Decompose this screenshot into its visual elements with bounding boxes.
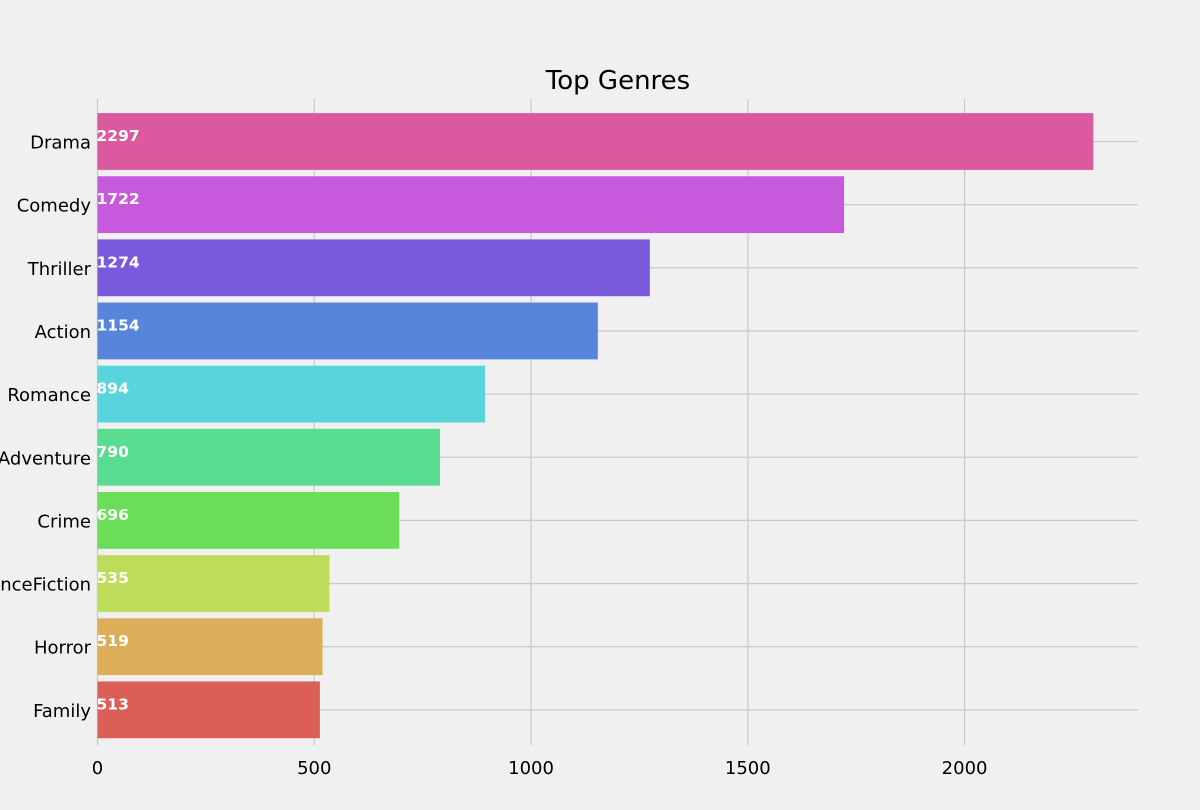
- y-tick-label: Action: [35, 322, 91, 343]
- bar-adventure: [97, 428, 440, 486]
- bars: [97, 113, 1094, 739]
- y-tick-label: Romance: [7, 385, 91, 406]
- bar-comedy: [97, 176, 845, 234]
- x-tick-label: 2000: [942, 758, 988, 779]
- bar-sciencefiction: [97, 555, 330, 612]
- chart-title: Top Genres: [545, 66, 690, 96]
- data-label: 519: [97, 632, 129, 650]
- y-tick-label: ScienceFiction: [0, 575, 91, 596]
- data-label: 790: [97, 443, 130, 461]
- y-tick-label: Adventure: [0, 448, 91, 469]
- y-tick-label: Family: [33, 701, 91, 722]
- data-label: 513: [97, 695, 129, 713]
- bar-drama: [97, 113, 1094, 170]
- bar-romance: [97, 365, 486, 423]
- y-tick-label: Drama: [30, 133, 91, 154]
- x-tick-labels: 0 500 1000 1500 2000: [92, 758, 988, 779]
- x-tick-label: 1000: [508, 758, 554, 779]
- data-label: 696: [97, 506, 129, 524]
- x-tick-label: 0: [92, 758, 103, 779]
- data-label: 1154: [97, 316, 140, 334]
- y-tick-label: Comedy: [17, 196, 92, 217]
- bar-crime: [97, 492, 400, 549]
- data-label: 535: [97, 569, 129, 587]
- bar-family: [97, 681, 320, 739]
- y-tick-label: Thriller: [27, 259, 92, 280]
- x-tick-label: 500: [297, 758, 331, 779]
- data-label: 1722: [97, 190, 140, 208]
- y-tick-label: Horror: [34, 638, 92, 659]
- data-label: 1274: [97, 253, 140, 271]
- bar-horror: [97, 618, 323, 676]
- bar-action: [97, 302, 598, 360]
- bar-thriller: [97, 239, 650, 297]
- data-label: 894: [97, 380, 130, 398]
- x-tick-label: 1500: [725, 758, 771, 779]
- y-tick-label: Crime: [37, 511, 91, 532]
- y-tick-labels: Drama Comedy Thriller Action Romance Adventur…: [0, 133, 92, 722]
- data-label: 2297: [97, 127, 140, 145]
- data-labels: 2297 1722 1274 1154 894 790 696 535 519 513: [97, 127, 140, 713]
